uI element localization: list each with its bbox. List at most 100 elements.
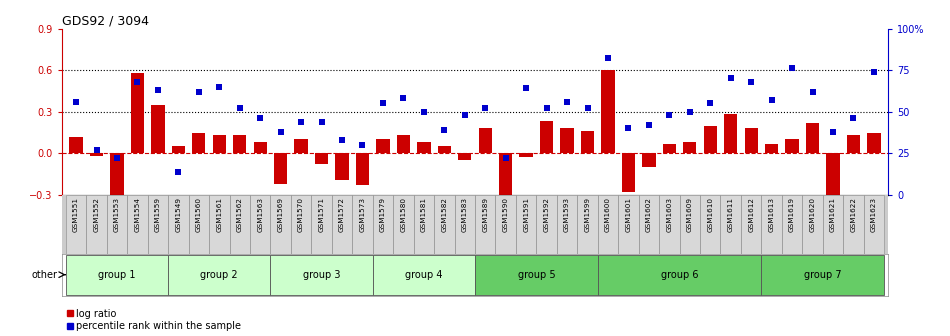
Text: GSM1602: GSM1602 — [646, 197, 652, 232]
Point — [764, 97, 779, 103]
Text: group 4: group 4 — [405, 270, 443, 280]
Bar — [397, 135, 410, 153]
Point — [600, 56, 616, 61]
FancyBboxPatch shape — [618, 195, 638, 254]
Bar — [724, 115, 737, 153]
FancyBboxPatch shape — [271, 255, 372, 295]
Point — [744, 79, 759, 84]
Text: GSM1613: GSM1613 — [769, 197, 774, 232]
Bar — [786, 139, 799, 153]
Bar — [110, 153, 124, 206]
Point — [396, 96, 411, 101]
Text: GSM1579: GSM1579 — [380, 197, 386, 232]
Bar — [376, 139, 390, 153]
FancyBboxPatch shape — [659, 195, 679, 254]
Point — [826, 129, 841, 134]
FancyBboxPatch shape — [598, 255, 761, 295]
Bar — [479, 128, 492, 153]
Bar — [580, 131, 594, 153]
Text: GSM1549: GSM1549 — [176, 197, 181, 232]
Bar — [294, 139, 308, 153]
Text: other: other — [31, 270, 57, 280]
Bar — [131, 73, 144, 153]
Point — [621, 126, 637, 131]
FancyBboxPatch shape — [413, 195, 434, 254]
Bar — [540, 121, 553, 153]
FancyBboxPatch shape — [761, 195, 782, 254]
Text: GSM1599: GSM1599 — [584, 197, 591, 232]
Bar — [438, 146, 451, 153]
Text: GSM1562: GSM1562 — [237, 197, 243, 232]
Point — [703, 101, 718, 106]
Point — [478, 106, 493, 111]
Bar — [826, 153, 840, 195]
Point — [580, 106, 595, 111]
Text: GSM1554: GSM1554 — [135, 197, 141, 232]
Text: GSM1553: GSM1553 — [114, 197, 120, 232]
FancyBboxPatch shape — [66, 255, 168, 295]
Text: GSM1580: GSM1580 — [400, 197, 407, 232]
Point — [519, 86, 534, 91]
Bar — [622, 153, 636, 192]
FancyBboxPatch shape — [147, 195, 168, 254]
Bar — [601, 70, 615, 153]
Bar — [663, 143, 676, 153]
Text: GSM1560: GSM1560 — [196, 197, 201, 232]
Bar — [642, 153, 656, 167]
Point — [130, 79, 145, 84]
Bar — [499, 153, 512, 203]
Text: GSM1583: GSM1583 — [462, 197, 467, 232]
Text: GSM1589: GSM1589 — [483, 197, 488, 232]
Text: group 1: group 1 — [98, 270, 136, 280]
FancyBboxPatch shape — [291, 195, 312, 254]
Point — [171, 169, 186, 174]
Point — [212, 84, 227, 89]
FancyBboxPatch shape — [454, 195, 475, 254]
Point — [416, 109, 431, 114]
Text: group 3: group 3 — [303, 270, 340, 280]
Text: GSM1612: GSM1612 — [749, 197, 754, 232]
Text: GSM1581: GSM1581 — [421, 197, 427, 232]
Point — [723, 76, 738, 81]
Bar — [192, 132, 205, 153]
FancyBboxPatch shape — [332, 195, 352, 254]
Bar — [172, 146, 185, 153]
Point — [89, 147, 104, 153]
Point — [805, 89, 820, 94]
Text: GSM1622: GSM1622 — [850, 197, 857, 232]
Text: group 2: group 2 — [200, 270, 238, 280]
FancyBboxPatch shape — [578, 195, 598, 254]
Point — [457, 112, 472, 118]
Point — [68, 99, 84, 104]
Bar — [254, 142, 267, 153]
FancyBboxPatch shape — [168, 255, 271, 295]
FancyBboxPatch shape — [700, 195, 720, 254]
Text: GSM1619: GSM1619 — [789, 197, 795, 232]
Bar — [417, 142, 430, 153]
FancyBboxPatch shape — [741, 195, 761, 254]
Text: GSM1552: GSM1552 — [93, 197, 100, 232]
Text: GSM1621: GSM1621 — [830, 197, 836, 232]
Bar — [846, 135, 860, 153]
Point — [866, 69, 882, 75]
Point — [498, 156, 513, 161]
FancyBboxPatch shape — [844, 195, 864, 254]
Bar — [314, 153, 328, 164]
Point — [662, 112, 677, 118]
FancyBboxPatch shape — [864, 195, 884, 254]
Text: GSM1610: GSM1610 — [707, 197, 713, 232]
FancyBboxPatch shape — [720, 195, 741, 254]
Point — [294, 119, 309, 124]
Point — [273, 129, 288, 134]
Bar — [745, 128, 758, 153]
Point — [846, 116, 861, 121]
FancyBboxPatch shape — [86, 195, 106, 254]
FancyBboxPatch shape — [352, 195, 372, 254]
Text: GSM1561: GSM1561 — [217, 197, 222, 232]
Text: group 5: group 5 — [518, 270, 555, 280]
Bar — [274, 153, 287, 184]
Text: GSM1592: GSM1592 — [543, 197, 550, 232]
Text: GSM1570: GSM1570 — [298, 197, 304, 232]
Point — [539, 106, 554, 111]
Bar — [458, 153, 471, 160]
